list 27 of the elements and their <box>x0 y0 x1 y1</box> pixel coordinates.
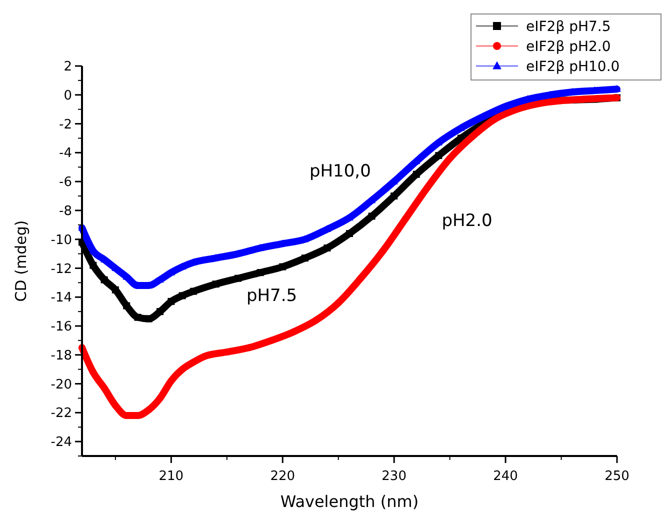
y-tick-label: -24 <box>50 435 72 450</box>
x-tick-label: 230 <box>382 469 406 484</box>
y-tick-label: -10 <box>50 232 72 248</box>
y-tick-label: -20 <box>50 377 72 392</box>
x-tick-label: 210 <box>158 469 184 484</box>
y-tick-label: -22 <box>50 406 72 422</box>
y-tick-label: -8 <box>59 204 72 219</box>
legend-label: eIF2β pH2.0 <box>526 38 611 55</box>
y-tick-label: -18 <box>50 348 72 364</box>
x-axis-title: Wavelength (nm) <box>280 492 419 511</box>
x-tick-label: 240 <box>493 469 518 484</box>
y-tick-label: -14 <box>50 290 72 306</box>
legend-label: eIF2β pH10.0 <box>526 58 620 75</box>
y-tick-label: 2 <box>64 60 72 75</box>
y-tick-label: -4 <box>59 146 72 162</box>
annotation: pH10,0 <box>309 161 371 182</box>
y-tick-label: -12 <box>50 262 72 277</box>
annotation: pH2.0 <box>442 211 492 232</box>
annotation: pH7.5 <box>246 286 298 306</box>
x-tick-label: 220 <box>270 469 296 484</box>
x-tick-label: 250 <box>604 469 630 484</box>
y-axis-title: CD (mdeg) <box>12 220 30 302</box>
y-tick-label: -6 <box>59 175 72 190</box>
y-tick-label: 0 <box>64 88 72 104</box>
y-tick-label: -16 <box>50 320 72 335</box>
y-tick-label: -2 <box>59 117 72 132</box>
legend-label: eIF2β pH7.5 <box>526 18 611 35</box>
